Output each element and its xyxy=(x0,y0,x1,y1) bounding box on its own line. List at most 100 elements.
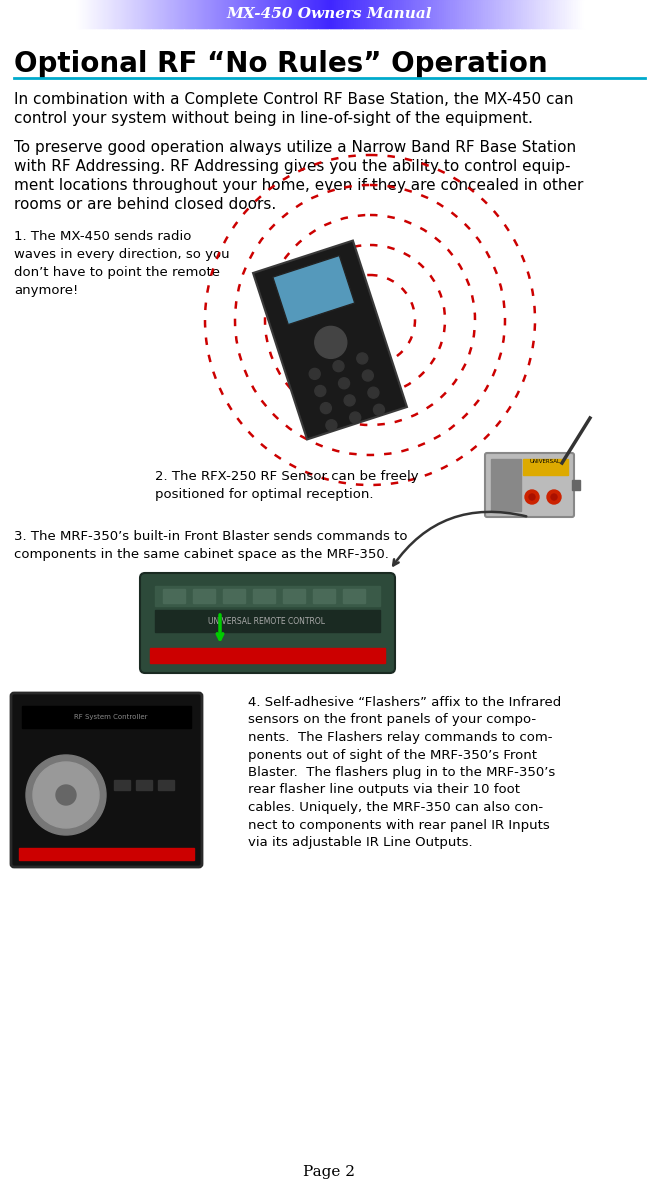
Bar xyxy=(521,0,524,28)
Bar xyxy=(509,0,513,28)
Bar xyxy=(384,0,387,28)
Bar xyxy=(2,0,5,28)
Circle shape xyxy=(339,378,349,389)
Bar xyxy=(114,780,130,790)
Bar xyxy=(400,0,403,28)
Bar xyxy=(138,0,142,28)
Text: Blaster.  The flashers plug in to the MRF-350’s: Blaster. The flashers plug in to the MRF… xyxy=(248,766,556,779)
Bar xyxy=(244,0,247,28)
Bar xyxy=(652,0,656,28)
Bar xyxy=(84,0,87,28)
Bar xyxy=(33,0,36,28)
Bar xyxy=(328,0,331,28)
Bar xyxy=(382,0,386,28)
Bar xyxy=(644,0,647,28)
Bar xyxy=(176,0,179,28)
Polygon shape xyxy=(253,241,407,440)
Bar xyxy=(51,0,54,28)
Bar xyxy=(22,706,191,728)
Bar xyxy=(626,0,629,28)
Circle shape xyxy=(56,785,76,805)
Bar xyxy=(440,0,443,28)
Bar xyxy=(61,0,65,28)
Circle shape xyxy=(309,369,320,380)
Bar xyxy=(536,0,539,28)
Bar xyxy=(169,0,173,28)
Bar xyxy=(501,0,504,28)
Bar xyxy=(66,0,69,28)
Bar xyxy=(527,0,530,28)
Bar xyxy=(156,0,159,28)
Bar xyxy=(305,0,308,28)
Bar xyxy=(297,0,300,28)
Bar xyxy=(446,0,449,28)
Bar xyxy=(235,0,239,28)
Bar xyxy=(303,0,306,28)
Text: UNIVERSAL REMOTE CONTROL: UNIVERSAL REMOTE CONTROL xyxy=(208,617,326,625)
Bar xyxy=(476,0,480,28)
Bar xyxy=(171,0,175,28)
Bar xyxy=(125,0,129,28)
Bar xyxy=(371,0,374,28)
Bar xyxy=(538,0,542,28)
Bar xyxy=(433,0,436,28)
Bar xyxy=(77,0,80,28)
Bar xyxy=(110,0,113,28)
Bar xyxy=(604,0,608,28)
Bar xyxy=(152,0,155,28)
Bar xyxy=(299,0,302,28)
Bar xyxy=(575,0,579,28)
Bar xyxy=(422,0,425,28)
Bar xyxy=(578,0,581,28)
Text: RF System Controller: RF System Controller xyxy=(74,714,148,720)
Bar xyxy=(598,0,601,28)
Bar xyxy=(587,0,590,28)
Bar xyxy=(123,0,127,28)
Bar xyxy=(321,0,324,28)
Circle shape xyxy=(551,495,557,500)
Bar xyxy=(325,0,328,28)
Bar xyxy=(231,0,234,28)
Bar xyxy=(415,0,418,28)
Bar xyxy=(145,0,148,28)
Bar xyxy=(275,0,278,28)
Bar xyxy=(362,0,366,28)
Text: cables. Uniquely, the MRF-350 can also con-: cables. Uniquely, the MRF-350 can also c… xyxy=(248,801,543,814)
Bar xyxy=(222,0,225,28)
Bar xyxy=(48,0,51,28)
Bar xyxy=(349,0,353,28)
Bar xyxy=(18,0,21,28)
Bar xyxy=(512,0,515,28)
Circle shape xyxy=(26,755,106,835)
Bar xyxy=(369,0,372,28)
Bar xyxy=(38,0,41,28)
Bar xyxy=(112,0,115,28)
Bar xyxy=(13,0,16,28)
Bar xyxy=(266,0,269,28)
Text: To preserve good operation always utilize a Narrow Band RF Base Station: To preserve good operation always utiliz… xyxy=(14,140,576,155)
Text: ment locations throughout your home, even if they are concealed in other: ment locations throughout your home, eve… xyxy=(14,178,583,193)
Bar xyxy=(55,0,58,28)
Bar xyxy=(558,0,561,28)
Circle shape xyxy=(529,495,535,500)
Bar xyxy=(442,0,445,28)
Bar xyxy=(657,0,659,28)
Bar xyxy=(150,648,385,663)
Text: control your system without being in line-of-sight of the equipment.: control your system without being in lin… xyxy=(14,111,533,126)
Text: In combination with a Complete Control RF Base Station, the MX-450 can: In combination with a Complete Control R… xyxy=(14,93,573,107)
Bar xyxy=(180,0,183,28)
Bar xyxy=(499,0,502,28)
Bar xyxy=(389,0,392,28)
Text: 1. The MX-450 sends radio
waves in every direction, so you
don’t have to point t: 1. The MX-450 sends radio waves in every… xyxy=(14,230,229,296)
Bar xyxy=(44,0,47,28)
Bar xyxy=(360,0,364,28)
Bar xyxy=(272,0,275,28)
Text: rear flasher line outputs via their 10 foot: rear flasher line outputs via their 10 f… xyxy=(248,784,520,797)
Bar xyxy=(71,0,74,28)
Circle shape xyxy=(326,420,337,431)
Bar xyxy=(143,0,146,28)
Bar xyxy=(525,0,529,28)
Bar xyxy=(635,0,638,28)
Bar xyxy=(19,848,194,860)
Bar xyxy=(606,0,610,28)
